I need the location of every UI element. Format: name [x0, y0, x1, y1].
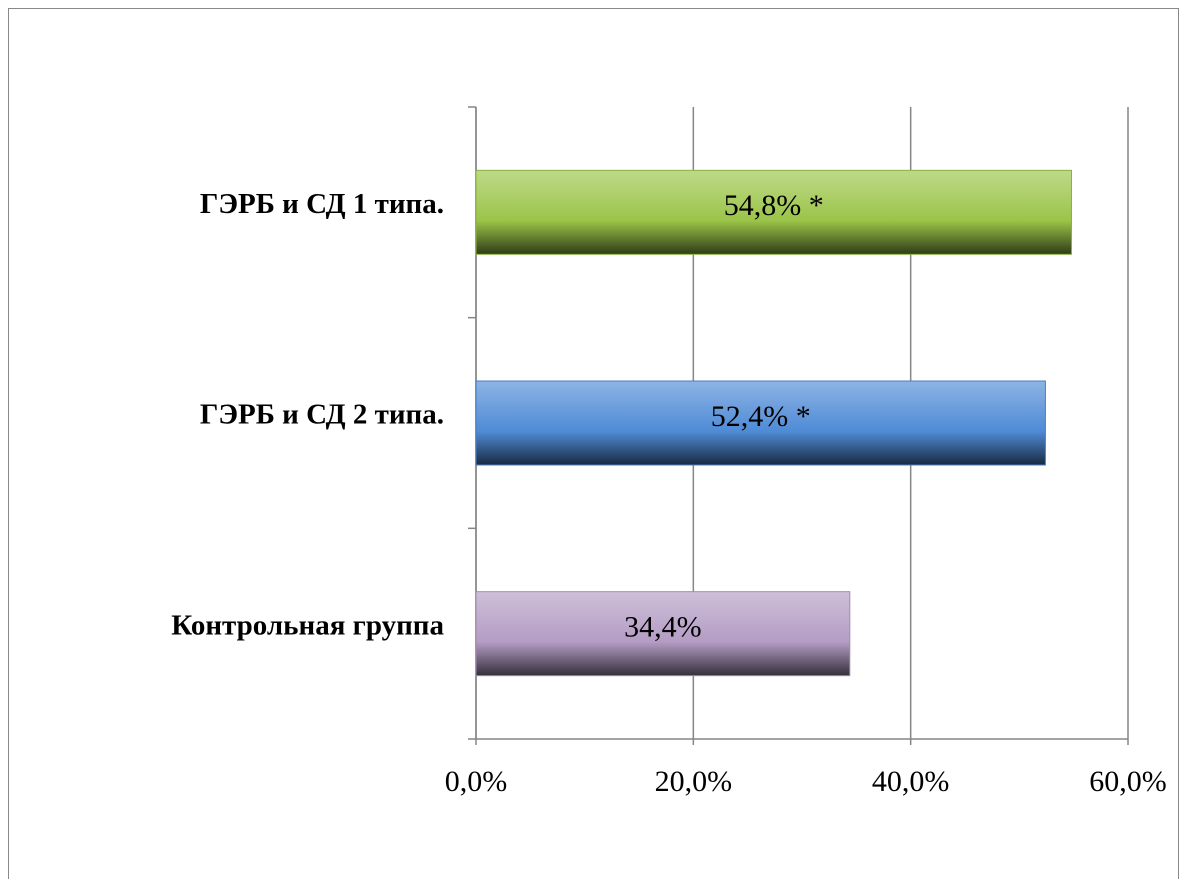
x-tick-label: 0,0%	[445, 765, 508, 798]
category-label: ГЭРБ и СД 2 типа.	[200, 399, 444, 431]
value-label: 54,8% *	[724, 189, 824, 222]
x-tick-label: 20,0%	[655, 765, 733, 798]
category-label: Контрольная группа	[171, 609, 444, 641]
bar	[475, 380, 1046, 466]
x-tick-label: 40,0%	[872, 765, 950, 798]
value-label: 52,4% *	[711, 400, 811, 433]
category-label: ГЭРБ и СД 1 типа.	[200, 188, 444, 220]
bar	[475, 591, 851, 677]
chart-border	[8, 8, 1179, 879]
x-tick-label: 60,0%	[1089, 765, 1167, 798]
bar	[475, 169, 1072, 255]
value-label: 34,4%	[624, 611, 702, 644]
